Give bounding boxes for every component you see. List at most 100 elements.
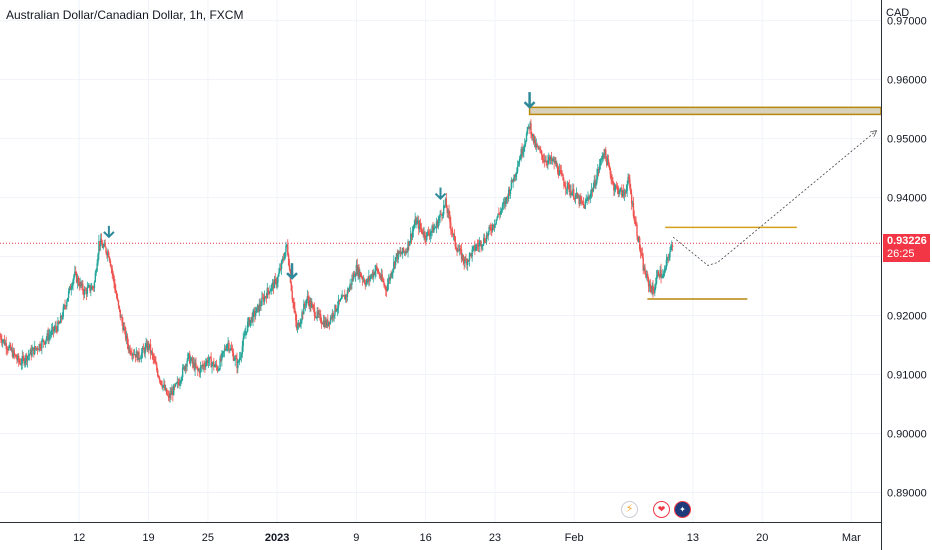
- lightning-icon[interactable]: ⚡︎: [621, 501, 638, 518]
- candle-body: [348, 287, 350, 292]
- candle-body: [89, 285, 91, 291]
- candle-body: [150, 351, 153, 353]
- candle-body: [521, 149, 523, 155]
- candle-body: [369, 276, 371, 280]
- australia-flag-icon[interactable]: ✦: [674, 501, 691, 518]
- candle-body: [482, 244, 484, 246]
- candle-body: [318, 313, 320, 315]
- candle-body: [460, 249, 463, 260]
- candle-body: [418, 220, 420, 230]
- candle-body: [319, 313, 321, 315]
- candle-body: [63, 305, 65, 308]
- candle-body: [258, 303, 260, 312]
- candle-body: [312, 305, 315, 308]
- candle-body: [483, 238, 486, 243]
- candle-body: [667, 257, 669, 259]
- candle-body: [99, 239, 102, 246]
- candle-body: [556, 165, 558, 167]
- candle-body: [67, 291, 70, 298]
- candle-body: [540, 150, 542, 152]
- candle-body: [317, 311, 319, 315]
- candle-body: [121, 316, 123, 323]
- candle-body: [520, 149, 522, 159]
- candle-body: [1, 339, 3, 343]
- candle-body: [174, 383, 177, 387]
- candle-body: [415, 218, 417, 225]
- candle-body: [343, 295, 345, 297]
- candle-body: [153, 358, 155, 360]
- candle-body: [264, 296, 267, 298]
- candle-body: [655, 283, 657, 288]
- candle-body: [252, 311, 254, 322]
- candle-body: [6, 348, 8, 350]
- x-tick-label: Feb: [565, 532, 584, 544]
- candle-body: [406, 251, 408, 253]
- candle-body: [113, 276, 115, 284]
- candle-body: [224, 348, 227, 350]
- candle-body: [593, 180, 595, 187]
- candle-body: [405, 251, 407, 254]
- candle-body: [557, 172, 560, 176]
- candle-body: [315, 317, 317, 319]
- candle-body: [553, 158, 555, 164]
- candle-body: [122, 322, 124, 331]
- candle-body: [172, 390, 174, 396]
- candle-body: [93, 281, 96, 289]
- candle-body: [156, 364, 158, 371]
- candle-body: [271, 284, 273, 290]
- candle-body: [565, 186, 567, 189]
- candle-body: [213, 361, 215, 368]
- candle-body: [364, 282, 366, 286]
- candle-body: [240, 354, 243, 357]
- candle-body: [201, 365, 203, 367]
- candle-body: [466, 260, 468, 265]
- candle-body: [380, 274, 383, 279]
- candle-body: [95, 271, 97, 274]
- candle-body: [225, 349, 227, 351]
- candle-body: [357, 266, 359, 275]
- candle-body: [637, 235, 639, 242]
- candle-body: [100, 239, 103, 245]
- candle-body: [399, 252, 401, 254]
- candle-body: [41, 340, 43, 349]
- candle-body: [253, 310, 255, 312]
- candle-body: [384, 285, 386, 287]
- candle-body: [386, 284, 389, 291]
- candle-body: [398, 251, 400, 254]
- candle-body: [492, 224, 495, 228]
- candle-body: [82, 283, 84, 292]
- candle-body: [421, 229, 423, 234]
- candle-body: [275, 279, 277, 285]
- candle-body: [66, 301, 68, 307]
- candle-body: [630, 187, 632, 195]
- candle-body: [272, 282, 275, 289]
- candle-body: [212, 361, 214, 364]
- candle-body: [73, 275, 75, 280]
- candle-body: [140, 358, 142, 359]
- candle-body: [218, 369, 220, 371]
- canada-flag-icon[interactable]: ❤︎: [653, 501, 670, 518]
- candle-body: [385, 290, 388, 292]
- candle-body: [524, 141, 527, 145]
- candle-body: [407, 241, 409, 252]
- candle-body: [120, 316, 122, 318]
- candle-body: [19, 362, 22, 365]
- candle-body: [117, 300, 120, 306]
- candle-body: [136, 351, 138, 361]
- candle-body: [205, 363, 207, 368]
- candle-body: [265, 296, 268, 299]
- candle-body: [110, 266, 113, 269]
- candle-body: [490, 227, 492, 231]
- candle-body: [488, 227, 490, 232]
- candle-body: [586, 199, 588, 201]
- candle-body: [163, 384, 165, 386]
- candle-body: [580, 197, 582, 201]
- candle-body: [344, 295, 347, 300]
- candle-body: [523, 146, 525, 152]
- candle-body: [244, 334, 246, 336]
- candle-body: [68, 286, 71, 292]
- candle-body: [628, 176, 630, 180]
